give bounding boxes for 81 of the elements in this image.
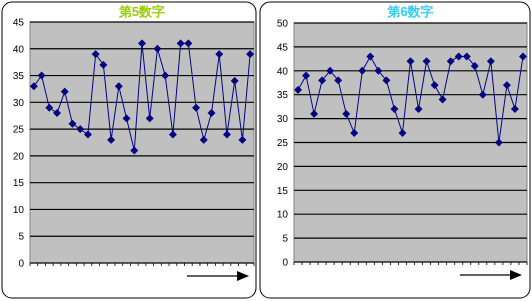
point bbox=[208, 109, 216, 118]
point bbox=[518, 52, 527, 60]
point bbox=[342, 110, 350, 118]
point bbox=[68, 120, 76, 128]
y-tick-label: 10 bbox=[276, 210, 288, 221]
point bbox=[76, 125, 84, 134]
point bbox=[168, 130, 177, 138]
point bbox=[230, 76, 239, 85]
point bbox=[161, 72, 170, 80]
point bbox=[130, 146, 138, 155]
point bbox=[192, 104, 200, 112]
y-tick-label: 0 bbox=[18, 258, 24, 270]
y-tick-label: 50 bbox=[276, 18, 288, 30]
point bbox=[153, 44, 162, 53]
y-tick-label: 25 bbox=[12, 124, 24, 136]
point bbox=[60, 88, 69, 96]
point bbox=[238, 136, 246, 144]
point bbox=[494, 138, 503, 146]
point bbox=[510, 105, 519, 114]
point bbox=[200, 136, 208, 144]
point bbox=[30, 82, 38, 90]
point bbox=[478, 90, 487, 99]
point bbox=[38, 72, 46, 80]
point bbox=[454, 52, 463, 60]
point bbox=[470, 62, 479, 70]
point bbox=[374, 66, 382, 75]
point bbox=[318, 76, 326, 84]
point bbox=[438, 95, 447, 104]
point bbox=[446, 57, 455, 66]
point bbox=[107, 136, 116, 144]
y-tick-label: 5 bbox=[18, 232, 24, 243]
point bbox=[486, 57, 495, 66]
point bbox=[84, 130, 92, 138]
point bbox=[122, 114, 131, 122]
point bbox=[45, 104, 54, 112]
y-tick-label: 40 bbox=[276, 66, 288, 78]
point bbox=[53, 109, 62, 118]
point bbox=[176, 39, 185, 48]
y-tick-label: 40 bbox=[12, 44, 24, 56]
point bbox=[382, 76, 390, 84]
point bbox=[326, 66, 334, 75]
point bbox=[406, 57, 414, 66]
point bbox=[390, 105, 398, 114]
point bbox=[502, 81, 511, 90]
point bbox=[99, 60, 108, 69]
point bbox=[334, 76, 342, 84]
y-tick-label: 30 bbox=[276, 114, 288, 126]
chart-title: 第6数字 bbox=[386, 4, 434, 19]
point bbox=[215, 50, 224, 58]
y-tick-label: 45 bbox=[12, 18, 24, 28]
point bbox=[366, 52, 374, 60]
y-tick-label: 5 bbox=[282, 234, 288, 245]
y-tick-label: 45 bbox=[276, 42, 288, 54]
point bbox=[92, 50, 100, 58]
point bbox=[398, 128, 406, 137]
point bbox=[146, 114, 154, 122]
y-tick-label: 20 bbox=[12, 151, 24, 162]
y-tick-label: 25 bbox=[276, 138, 288, 149]
point bbox=[114, 82, 123, 90]
point bbox=[414, 105, 423, 114]
y-tick-label: 15 bbox=[12, 178, 24, 190]
y-tick-label: 20 bbox=[276, 162, 288, 173]
y-tick-label: 30 bbox=[12, 98, 24, 109]
y-tick-label: 10 bbox=[12, 204, 24, 216]
point bbox=[138, 39, 146, 48]
point bbox=[422, 57, 431, 66]
y-tick-label: 15 bbox=[276, 186, 288, 197]
point bbox=[294, 86, 302, 94]
y-tick-label: 0 bbox=[282, 258, 288, 268]
point bbox=[302, 72, 310, 80]
point bbox=[222, 130, 231, 138]
y-tick-label: 35 bbox=[276, 90, 288, 102]
point bbox=[462, 52, 471, 60]
point bbox=[358, 66, 366, 75]
point bbox=[430, 81, 439, 90]
chart-title: 第5数字 bbox=[118, 4, 166, 19]
point bbox=[246, 50, 254, 58]
point bbox=[350, 128, 358, 137]
point bbox=[184, 39, 192, 48]
y-tick-label: 35 bbox=[12, 71, 24, 82]
point bbox=[310, 110, 318, 118]
